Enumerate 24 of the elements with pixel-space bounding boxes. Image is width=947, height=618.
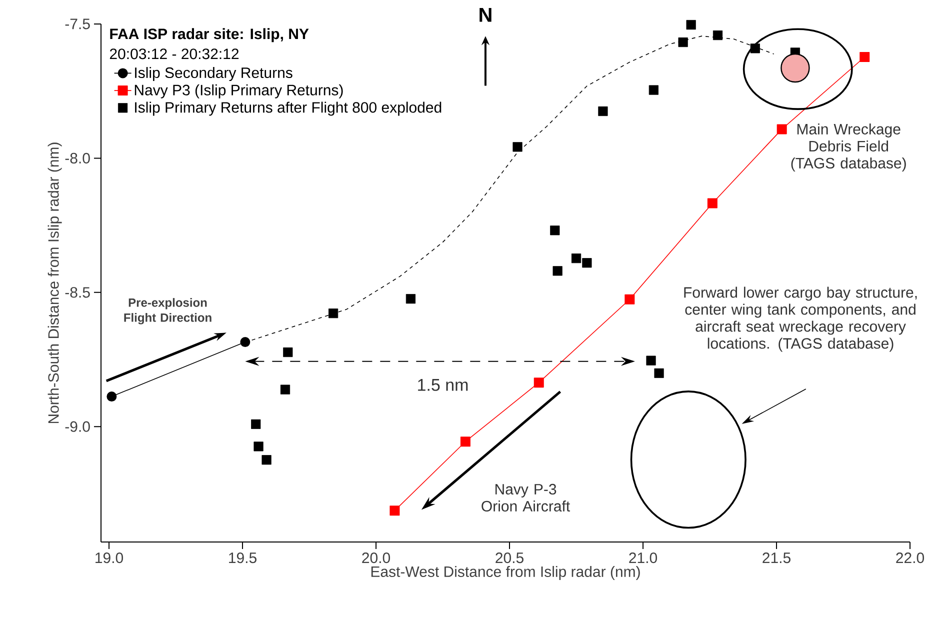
x-tick-label: 19.0 [96,552,124,564]
annotation: 1.5 nm [418,379,468,391]
y-axis-title: North-South Distance from Islip radar (nm) [48,142,62,424]
annotation: Main Wreckage Debris Field (TAGS database) [791,123,906,172]
legend-label: Islip Secondary Returns [135,67,292,82]
y-tick-label: -9.0 [65,421,90,432]
annotation: Forward lower cargo bay structure, center wing tank components, and aircraft seat wreckage recovery locations. (TAGS database) [684,286,917,352]
x-tick-label: 20.5 [496,552,524,564]
legend-label: Islip Primary Returns after Flight 800 exploded [135,102,442,116]
legend-label: Navy P3 (Islip Primary Returns) [134,84,343,98]
y-tick-label: -8.0 [65,152,90,164]
y-tick-label: -7.5 [65,18,90,30]
x-axis-title: East-West Distance from Islip radar (nm) [371,566,640,580]
x-tick-label: 22.0 [896,552,924,564]
text: N [480,8,492,22]
text: 20:03:12 - 20:32:12 [110,48,239,60]
chart-title: FAA ISP radar site: Islip, NY [110,28,309,42]
x-tick-label: 21.0 [629,552,658,564]
annotation: Navy P-3 Orion Aircraft [482,484,570,512]
x-tick-label: 21.5 [762,552,790,564]
y-tick-label: -8.5 [65,287,90,298]
x-tick-label: 20.0 [362,552,390,564]
x-tick-label: 19.5 [229,552,256,564]
annotation: Pre-explosion Flight Direction [124,298,212,324]
